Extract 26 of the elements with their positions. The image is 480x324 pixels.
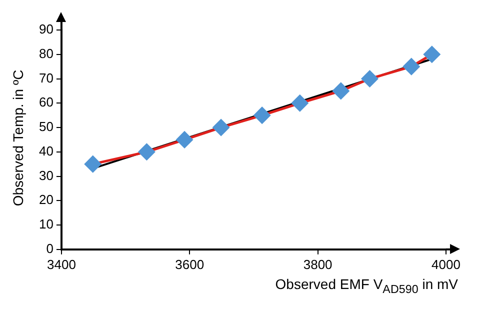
point (361, 70, 378, 88)
y-tick-label: 40 (38, 143, 54, 158)
x-tick-label: 4000 (432, 256, 460, 272)
x-tick-label: 3400 (47, 256, 76, 272)
point (176, 131, 193, 148)
y-tick-label: 50 (38, 119, 54, 134)
y-tick-label: 80 (38, 46, 54, 61)
x-tick-label: 3800 (303, 256, 332, 272)
point (212, 119, 230, 136)
point (138, 144, 155, 160)
y-tick-label: 0 (46, 240, 54, 256)
point (332, 82, 350, 100)
y-axis-title: Observed Temp. in ºC (10, 70, 26, 206)
point (292, 94, 308, 112)
point (403, 58, 420, 75)
y-tick-label: 10 (38, 216, 54, 232)
x-axis-title: Observed EMF V$_{AD590}$ in mV (275, 276, 458, 296)
y-tick-label: 90 (38, 22, 54, 37)
y-tick-label: 70 (38, 70, 54, 86)
point (84, 156, 102, 172)
y-tick-label: 30 (38, 168, 54, 183)
point (254, 107, 270, 124)
y-tick-label: 20 (38, 192, 54, 208)
y-tick-label: 60 (38, 94, 54, 110)
x-tick-label: 3600 (175, 256, 204, 272)
point (424, 46, 440, 63)
